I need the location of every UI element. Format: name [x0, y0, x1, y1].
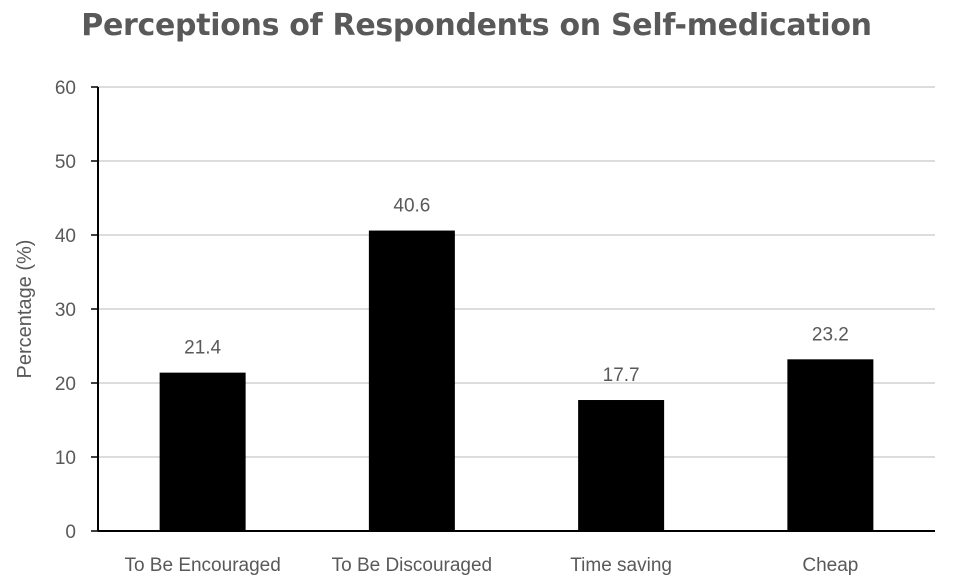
- y-tick-label-20: 20: [55, 374, 76, 395]
- bar-1: [368, 230, 455, 531]
- x-category-label-2: Time saving: [570, 555, 672, 576]
- y-tick-label-50: 50: [55, 152, 76, 173]
- y-tick-label-60: 60: [55, 78, 76, 99]
- x-category-label-0: To Be Encouraged: [124, 555, 280, 576]
- chart-title: Perceptions of Respondents on Self-medic…: [81, 8, 872, 43]
- data-label-3: 23.2: [812, 324, 849, 345]
- bar-0: [159, 372, 246, 531]
- y-tick-label-0: 0: [65, 522, 76, 543]
- data-label-2: 17.7: [603, 365, 640, 386]
- bar-2: [578, 400, 665, 531]
- y-axis-title: Percentage (%): [14, 240, 36, 379]
- x-category-label-3: Cheap: [802, 555, 858, 576]
- axes: [91, 86, 935, 532]
- y-tick-label-10: 10: [55, 448, 76, 469]
- data-label-1: 40.6: [393, 196, 430, 217]
- y-tick-label-30: 30: [55, 300, 76, 321]
- data-label-0: 21.4: [184, 338, 221, 359]
- x-category-label-1: To Be Discouraged: [332, 555, 493, 576]
- bars: [159, 230, 874, 531]
- labels: 0 10 20 30 40 50 60 21.4 To Be Encouraged 40.6 To …: [55, 78, 859, 576]
- y-tick-label-40: 40: [55, 226, 76, 247]
- bar-3: [787, 359, 874, 531]
